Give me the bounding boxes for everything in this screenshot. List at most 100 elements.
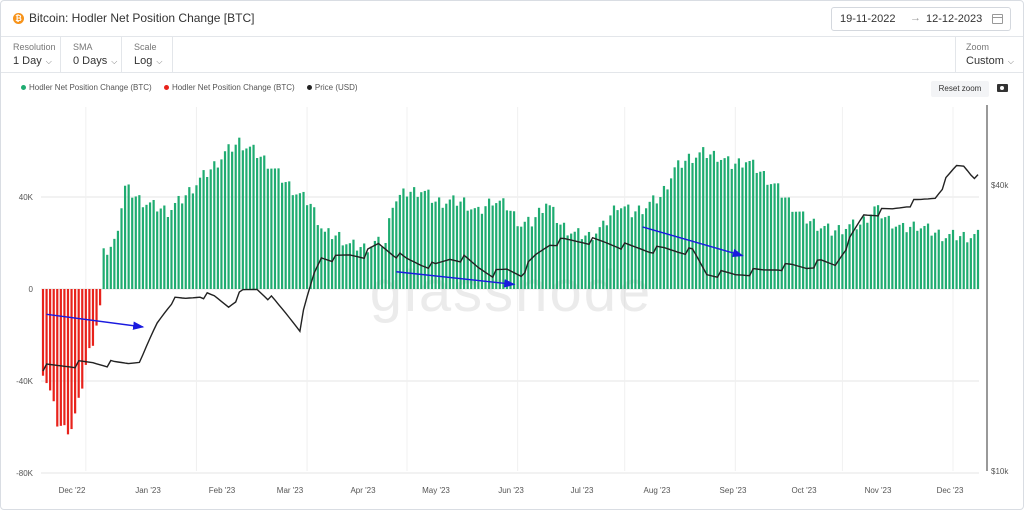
sma-select[interactable]: SMA 0 Days ⌵: [61, 37, 122, 73]
hodler-bar: [766, 184, 769, 289]
hodler-bar: [398, 194, 401, 289]
hodler-bar: [523, 221, 526, 289]
hodler-bar: [819, 228, 823, 289]
hodler-bar: [866, 222, 869, 289]
hodler-bar: [266, 168, 269, 289]
legend-dot: [21, 85, 26, 91]
scale-select[interactable]: Scale Log ⌵: [122, 37, 173, 73]
camera-icon[interactable]: [997, 84, 1008, 92]
hodler-bar: [355, 250, 359, 289]
hodler-bar: [209, 169, 212, 289]
hodler-bar: [680, 167, 683, 289]
hodler-bar: [270, 168, 273, 289]
hodler-bar: [723, 158, 726, 289]
hodler-bar: [316, 225, 319, 289]
resolution-select[interactable]: Resolution 1 Day ⌵: [1, 37, 61, 73]
hodler-bar: [898, 224, 901, 289]
chevron-down-icon: ⌵: [156, 57, 163, 66]
hodler-bar: [455, 205, 459, 289]
hodler-bar: [502, 198, 505, 289]
hodler-bar: [52, 289, 55, 402]
hodler-bar: [627, 204, 630, 289]
hodler-bar: [491, 205, 494, 289]
reset-zoom-button[interactable]: Reset zoom: [931, 81, 989, 97]
y-tick-label: -80K: [16, 469, 34, 478]
hodler-bar: [712, 150, 716, 289]
hodler-bar: [341, 245, 344, 289]
hodler-bar: [552, 206, 555, 289]
hodler-bar: [591, 240, 594, 289]
hodler-bar: [809, 221, 812, 289]
date-range-picker[interactable]: 19-11-2022 → 12-12-2023: [831, 7, 1011, 31]
x-tick-label: Mar '23: [277, 486, 304, 495]
hodler-bar: [787, 197, 790, 289]
hodler-bar: [430, 202, 434, 289]
hodler-bar: [234, 144, 237, 289]
hodler-bar: [120, 208, 123, 289]
hodler-bar: [195, 185, 198, 289]
hodler-bar: [106, 254, 109, 289]
hodler-bar: [966, 242, 969, 289]
hodler-bar: [759, 171, 762, 289]
hodler-bar: [669, 178, 673, 289]
legend-item-negative[interactable]: Hodler Net Position Change (BTC): [163, 83, 295, 92]
hodler-bar: [352, 239, 355, 289]
hodler-bar: [691, 162, 694, 289]
hodler-bar: [498, 200, 501, 289]
hodler-bar: [74, 289, 77, 414]
hodler-bar: [545, 203, 548, 289]
hodler-bar: [637, 205, 641, 289]
hodler-bar: [191, 193, 194, 289]
hodler-bar: [734, 163, 737, 289]
hodler-bar: [780, 197, 783, 289]
hodler-bar: [181, 203, 184, 289]
hodler-bar: [873, 206, 876, 289]
hodler-bar: [844, 228, 848, 289]
hodler-bar: [305, 205, 309, 289]
hodler-bar: [113, 238, 116, 289]
zoom-select[interactable]: Zoom Custom ⌵: [955, 37, 1023, 73]
y-tick-label: 0: [29, 285, 34, 294]
hodler-bar: [366, 252, 369, 289]
legend-item-positive[interactable]: Hodler Net Position Change (BTC): [21, 83, 152, 92]
resolution-label: Resolution: [13, 42, 56, 52]
hodler-bar: [263, 155, 266, 289]
hodler-bar: [70, 289, 73, 430]
hodler-bar: [887, 215, 890, 289]
hodler-bar: [955, 240, 958, 289]
date-end-input[interactable]: 12-12-2023: [926, 13, 983, 25]
hodler-bar: [127, 184, 130, 289]
hodler-bar: [834, 230, 837, 289]
hodler-bar: [323, 231, 327, 289]
x-tick-label: Dec '22: [59, 486, 86, 495]
hodler-bar: [231, 151, 234, 289]
hodler-bar: [769, 184, 773, 289]
hodler-bar: [923, 225, 926, 289]
hodler-bar: [641, 214, 644, 289]
hodler-bar: [930, 235, 933, 289]
legend-label: Price (USD): [314, 83, 358, 92]
hodler-bar: [916, 230, 919, 289]
hodler-bar: [377, 236, 380, 289]
chart-legend: Hodler Net Position Change (BTC) Hodler …: [21, 83, 368, 92]
hodler-bar: [156, 211, 159, 289]
hodler-bar: [188, 187, 191, 289]
x-tick-label: Feb '23: [209, 486, 236, 495]
hodler-bar: [976, 229, 980, 289]
price-line: [42, 164, 979, 372]
hodler-bar: [391, 207, 394, 289]
zoom-value: Custom: [966, 55, 1004, 67]
hodler-bar: [220, 159, 223, 289]
hodler-bar: [880, 218, 883, 289]
hodler-bar: [284, 182, 287, 289]
hodler-bar: [580, 239, 583, 289]
calendar-icon[interactable]: [992, 14, 1003, 24]
hodler-bar: [245, 148, 248, 289]
hodler-bar: [184, 195, 187, 289]
legend-item-price[interactable]: Price (USD): [306, 83, 358, 92]
hodler-bar: [402, 188, 405, 289]
right-tick-label: $10k: [991, 467, 1009, 476]
date-start-input[interactable]: 19-11-2022: [840, 13, 896, 25]
hodler-bar: [473, 208, 476, 289]
hodler-bar: [962, 231, 965, 289]
